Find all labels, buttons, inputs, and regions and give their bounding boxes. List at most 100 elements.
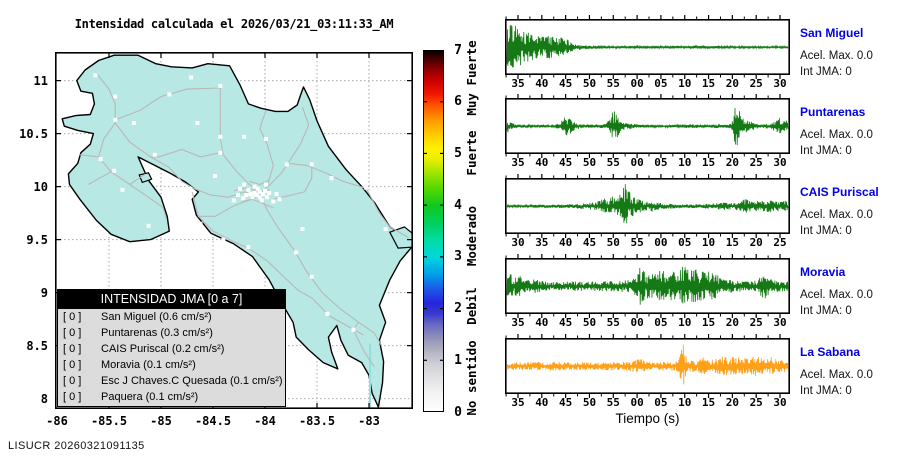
time-axis-label: Tiempo (s) [615, 411, 680, 426]
y-tick-label: 9.5 [26, 232, 48, 247]
time-tick-label: 20 [725, 316, 739, 329]
map-station-dot [164, 195, 169, 200]
seismogram-panel-2 [505, 94, 790, 158]
map-station-dot [260, 192, 265, 197]
map-station-dot [277, 197, 282, 202]
map-road [97, 122, 167, 219]
map-station-dot [246, 187, 251, 192]
map-station-dot [113, 117, 118, 122]
time-tick-label: 40 [535, 77, 549, 90]
map-station-dot [241, 196, 246, 201]
y-tick-label: 8.5 [26, 338, 48, 353]
time-tick-label: 45 [582, 236, 597, 249]
map-station-dot [271, 199, 276, 204]
time-tick-label: 10 [678, 396, 692, 409]
seismogram-frame [505, 98, 790, 155]
colorbar-ticks [423, 101, 444, 361]
map-station-dot [265, 195, 270, 200]
time-tick-label: 20 [725, 156, 739, 169]
time-tick-label: 40 [559, 236, 573, 249]
map-station-dot [248, 192, 253, 197]
legend-station-label: Esc J Chaves.C Quesada (0.1 cm/s²) [101, 375, 283, 387]
station-name-label: La Sabana [800, 345, 861, 359]
colorbar-tick-number: 0 [454, 404, 462, 420]
int-jma-label: Int JMA: 0 [800, 66, 852, 78]
time-tick-label: 20 [749, 236, 763, 249]
time-tick-label: 05 [678, 236, 692, 249]
map-station-dot [257, 195, 262, 200]
map-station-dot [152, 152, 157, 157]
time-tick-label: 55 [606, 77, 620, 90]
colorbar-tick-number: 5 [454, 145, 462, 161]
seismogram-frame [505, 178, 790, 235]
time-tick-label: 00 [630, 156, 644, 169]
acel-max-label: Acel. Max. 0.0 [800, 369, 873, 381]
time-tick-label: 25 [749, 396, 763, 409]
x-tick-label: -83 [358, 414, 380, 428]
isla-chira [138, 172, 153, 184]
legend-station-label: Paquera (0.1 cm/s²) [101, 391, 199, 403]
legend-row: [ 0 ] San Miguel (0.6 cm/s²) [58, 309, 285, 325]
acel-max-label: Acel. Max. 0.0 [800, 289, 873, 301]
time-tick-label: 50 [582, 77, 597, 90]
map-station-dot [263, 188, 267, 193]
int-jma-label: Int JMA: 0 [800, 225, 852, 237]
time-tick-label: 30 [511, 236, 525, 249]
time-tick-label: 10 [678, 316, 692, 329]
legend-intensity-value: [ 0 ] [63, 327, 82, 339]
map-station-dot [113, 94, 118, 99]
time-tick-label: 30 [773, 396, 787, 409]
map-road [129, 173, 146, 185]
time-tick-label: 40 [535, 316, 549, 329]
map-road [249, 179, 270, 186]
time-tick-label: 35 [511, 77, 525, 90]
time-tick-label: 35 [511, 396, 525, 409]
map-station-dot [112, 168, 117, 173]
map-station-dot [309, 274, 314, 279]
seismogram-panel-5 [505, 334, 790, 398]
time-tick-label: 50 [582, 316, 597, 329]
seismogram-frame [505, 338, 790, 395]
x-tick-label: -86 [46, 414, 68, 428]
map-station-dot [309, 162, 314, 167]
time-tick-label: 30 [773, 156, 787, 169]
map-road [259, 193, 382, 346]
x-tick-label: -83.5 [298, 414, 336, 428]
legend-station-label: Moravia (0.1 cm/s²) [101, 359, 196, 371]
map-station-dot [231, 198, 236, 203]
y-tick-label: 9 [40, 285, 48, 300]
map-station-dot [351, 327, 356, 332]
y-tick-label: 10 [33, 179, 48, 194]
seismogram-trace [506, 184, 789, 224]
time-tick-label: 40 [535, 396, 549, 409]
seismogram-panel-4 [505, 254, 790, 318]
legend-intensity-value: [ 0 ] [63, 343, 82, 355]
station-name-label: Puntarenas [800, 105, 866, 119]
map-station-dot [213, 174, 218, 179]
map-road [219, 88, 261, 193]
time-tick-label: 00 [630, 396, 644, 409]
legend-intensity-value: [ 0 ] [63, 359, 82, 371]
x-tick-label: -84.5 [194, 414, 232, 428]
x-tick-label: -84 [254, 414, 276, 428]
seismogram-panel-1 [505, 15, 790, 79]
map-station-dot [242, 182, 247, 187]
map-road [191, 191, 365, 336]
int-jma-label: Int JMA: 0 [800, 145, 852, 157]
map-road [273, 164, 313, 200]
map-station-dot [259, 198, 264, 203]
time-tick-label: 45 [559, 316, 573, 329]
time-tick-label: 20 [725, 396, 739, 409]
map-station-dot [383, 227, 388, 232]
time-tick-label: 25 [773, 236, 787, 249]
x-tick-label: -85.5 [90, 414, 128, 428]
map-station-dot [300, 227, 305, 232]
time-tick-label: 25 [749, 77, 763, 90]
time-tick-label: 55 [606, 316, 620, 329]
acel-max-label: Acel. Max. 0.0 [800, 50, 873, 62]
time-tick-label: 55 [606, 396, 620, 409]
station-name-label: Moravia [800, 265, 846, 279]
legend-row: [ 0 ] Paquera (0.1 cm/s²) [58, 389, 285, 405]
time-tick-label: 10 [701, 236, 716, 249]
map-station-dot [218, 134, 223, 139]
